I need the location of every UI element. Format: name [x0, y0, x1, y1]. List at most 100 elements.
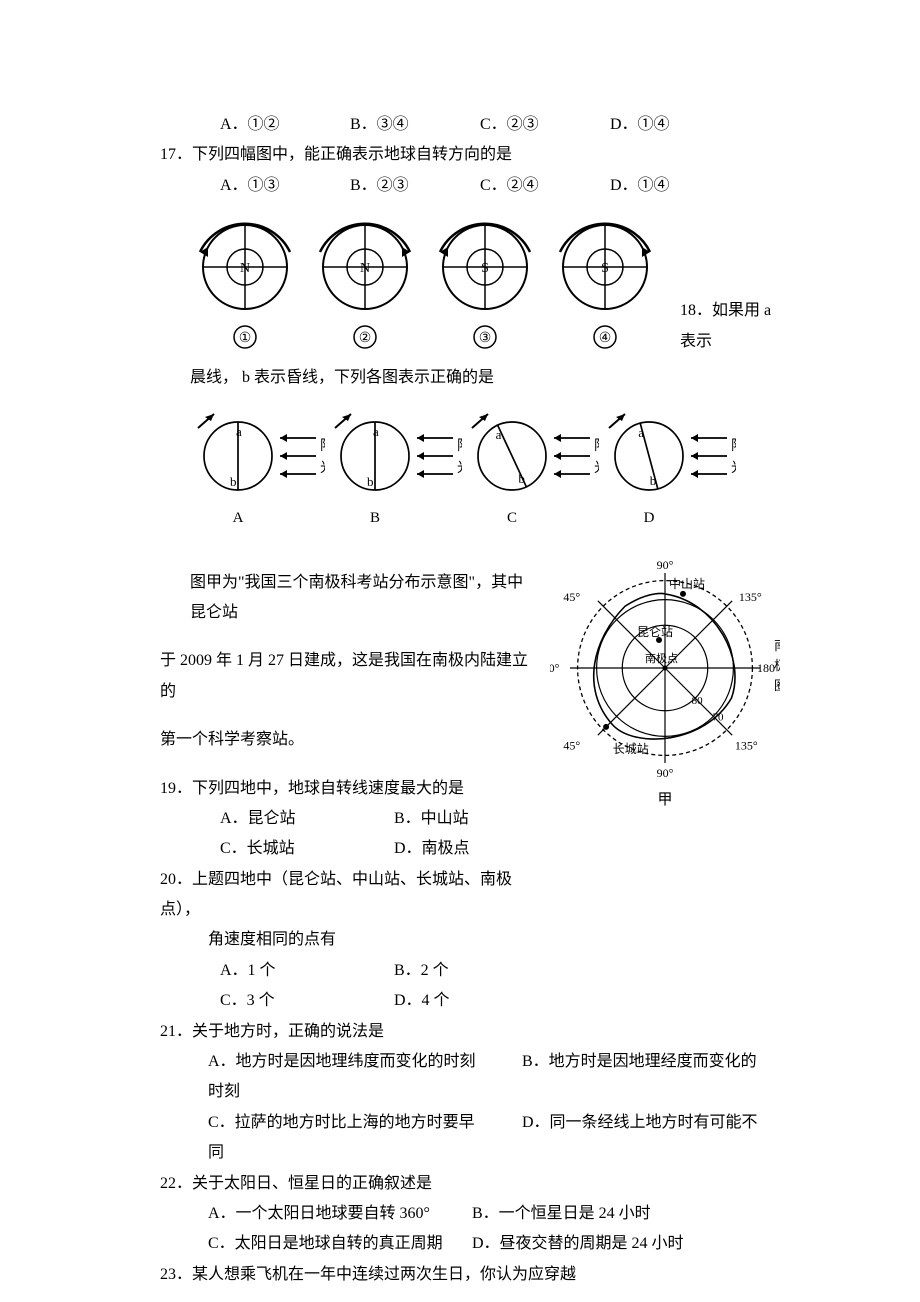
- svg-text:a: a: [496, 427, 502, 442]
- q20-stem1: 20．上题四地中（昆仑站、中山站、长城站、南极点），: [160, 865, 530, 926]
- q19-opt-c: C．长城站: [220, 834, 390, 864]
- svg-text:45°: 45°: [563, 738, 580, 752]
- q21-opt-b: B．地方时是因地理经度而变化的: [522, 1053, 757, 1070]
- q23-num: 23．: [160, 1266, 192, 1283]
- rotation-figure: N①N②S③S④: [190, 207, 660, 357]
- svg-text:a: a: [373, 424, 379, 439]
- terminator-figure: ab阳光Aab阳光Bab阳光Cab阳光D: [190, 402, 780, 532]
- q23-stem: 23．某人想乘飞机在一年中连续过两次生日，你认为应穿越: [160, 1260, 780, 1290]
- q17-options: A．①③ B．②③ C．②④ D．①④: [220, 171, 780, 201]
- svg-text:④: ④: [599, 331, 612, 346]
- q16-options: A．①② B．③④ C．②③ D．①④: [220, 110, 780, 140]
- q20-stem2: 角速度相同的点有: [208, 925, 530, 955]
- svg-text:极: 极: [774, 658, 780, 673]
- q17-num: 17．: [160, 146, 192, 163]
- svg-text:180: 180: [757, 661, 775, 675]
- q20-opts-row2: C．3 个 D．4 个: [220, 986, 780, 1016]
- svg-text:N: N: [360, 261, 370, 276]
- q16-opt-b: B．③④: [350, 110, 480, 140]
- q19-opts-row2: C．长城站 D．南极点: [220, 834, 530, 864]
- q19-stem-text: 下列四地中，地球自转线速度最大的是: [192, 780, 464, 797]
- q20-opt-d: D．4 个: [394, 992, 450, 1009]
- svg-text:b: b: [650, 472, 657, 487]
- antarctic-intro-l2: 于 2009 年 1 月 27 日建成，这是我国在南极内陆建立的: [160, 646, 530, 707]
- svg-text:135°: 135°: [739, 589, 762, 603]
- q20-num: 20．: [160, 871, 192, 888]
- svg-text:阳: 阳: [320, 438, 325, 454]
- q22-opt-d: D．昼夜交替的周期是 24 小时: [472, 1235, 684, 1252]
- svg-text:45°: 45°: [563, 589, 580, 603]
- antarctic-intro-l1: 图甲为"我国三个南极科考站分布示意图"，其中昆仑站: [190, 568, 530, 629]
- svg-text:①: ①: [239, 331, 252, 346]
- q19-opts-row1: A．昆仑站 B．中山站: [220, 804, 530, 834]
- svg-text:a: a: [638, 425, 644, 440]
- q21-stem-text: 关于地方时，正确的说法是: [192, 1023, 384, 1040]
- svg-text:甲: 甲: [657, 792, 672, 808]
- svg-text:中山站: 中山站: [669, 575, 705, 590]
- svg-text:70: 70: [713, 711, 725, 723]
- q21-num: 21．: [160, 1023, 192, 1040]
- q17-opt-d: D．①④: [610, 171, 740, 201]
- svg-text:光: 光: [594, 460, 599, 476]
- svg-text:C: C: [507, 510, 517, 526]
- svg-text:圈: 圈: [774, 678, 780, 693]
- svg-text:阳: 阳: [457, 438, 462, 454]
- svg-text:b: b: [367, 474, 374, 489]
- svg-text:S: S: [601, 261, 609, 276]
- q21-opts-row1: A．地方时是因地理纬度而变化的时刻 B．地方时是因地理经度而变化的: [208, 1047, 780, 1077]
- q16-opt-a: A．①②: [220, 110, 350, 140]
- q21-opt-d2: 同: [208, 1138, 780, 1168]
- q22-opt-c: C．太阳日是地球自转的真正周期: [208, 1229, 468, 1259]
- q17-stem-text: 下列四幅图中，能正确表示地球自转方向的是: [192, 146, 512, 163]
- antarctic-section: 图甲为"我国三个南极科考站分布示意图"，其中昆仑站 于 2009 年 1 月 2…: [160, 550, 780, 956]
- q19-num: 19．: [160, 780, 192, 797]
- q21-opt-a: A．地方时是因地理纬度而变化的时刻: [208, 1047, 518, 1077]
- svg-text:光: 光: [731, 460, 736, 476]
- svg-text:b: b: [230, 474, 237, 489]
- svg-text:b: b: [518, 470, 525, 485]
- q22-num: 22．: [160, 1175, 192, 1192]
- q16-opt-c: C．②③: [480, 110, 610, 140]
- q18-stem-line2: 晨线， b 表示昏线，下列各图表示正确的是: [190, 363, 780, 393]
- q19-opt-b: B．中山站: [394, 810, 469, 827]
- antarctic-intro-l3: 第一个科学考察站。: [160, 725, 530, 755]
- q21-opt-c: C．拉萨的地方时比上海的地方时要早: [208, 1108, 518, 1138]
- q22-opts-row1: A．一个太阳日地球要自转 360° B．一个恒星日是 24 小时: [208, 1199, 780, 1229]
- q22-opt-b: B．一个恒星日是 24 小时: [472, 1205, 651, 1222]
- q21-stem: 21．关于地方时，正确的说法是: [160, 1017, 780, 1047]
- q19-opt-d: D．南极点: [394, 840, 470, 857]
- q22-opts-row2: C．太阳日是地球自转的真正周期 D．昼夜交替的周期是 24 小时: [208, 1229, 780, 1259]
- rotation-figure-row: N①N②S③S④ 18．如果用 a 表示: [190, 207, 780, 357]
- antarctic-figure: 中山站昆仑站长城站南极点90°135°180135°90°45°0°45°708…: [550, 550, 780, 810]
- q20-opt-a: A．1 个: [220, 956, 390, 986]
- svg-text:135°: 135°: [735, 738, 758, 752]
- svg-text:南: 南: [774, 638, 780, 653]
- svg-text:N: N: [240, 261, 250, 276]
- svg-text:A: A: [233, 510, 244, 526]
- q20-stem1-text: 上题四地中（昆仑站、中山站、长城站、南极点），: [160, 871, 512, 918]
- svg-text:90°: 90°: [657, 558, 674, 572]
- q17-opt-c: C．②④: [480, 171, 610, 201]
- q20-opt-c: C．3 个: [220, 986, 390, 1016]
- q22-stem-text: 关于太阳日、恒星日的正确叙述是: [192, 1175, 432, 1192]
- q21-opt-d: D．同一条经线上地方时有可能不: [522, 1114, 758, 1131]
- svg-text:D: D: [644, 510, 655, 526]
- q16-opt-d: D．①④: [610, 110, 740, 140]
- svg-text:a: a: [236, 424, 242, 439]
- svg-text:②: ②: [359, 331, 372, 346]
- q19-stem: 19．下列四地中，地球自转线速度最大的是: [160, 774, 530, 804]
- svg-text:南极点: 南极点: [645, 651, 678, 665]
- q22-opt-a: A．一个太阳日地球要自转 360°: [208, 1199, 468, 1229]
- svg-text:0°: 0°: [550, 661, 560, 675]
- svg-text:阳: 阳: [731, 438, 736, 454]
- q18-prefix: 18．如果用 a 表示: [680, 296, 780, 357]
- svg-text:阳: 阳: [594, 438, 599, 454]
- q23-stem-text: 某人想乘飞机在一年中连续过两次生日，你认为应穿越: [192, 1266, 576, 1283]
- q20-opt-b: B．2 个: [394, 962, 449, 979]
- q21-opts-row2: C．拉萨的地方时比上海的地方时要早 D．同一条经线上地方时有可能不: [208, 1108, 780, 1138]
- svg-text:③: ③: [479, 331, 492, 346]
- q21-opt-b2: 时刻: [208, 1077, 780, 1107]
- q20-opts-row1: A．1 个 B．2 个: [220, 956, 780, 986]
- svg-text:80: 80: [692, 695, 704, 707]
- svg-text:90°: 90°: [657, 766, 674, 780]
